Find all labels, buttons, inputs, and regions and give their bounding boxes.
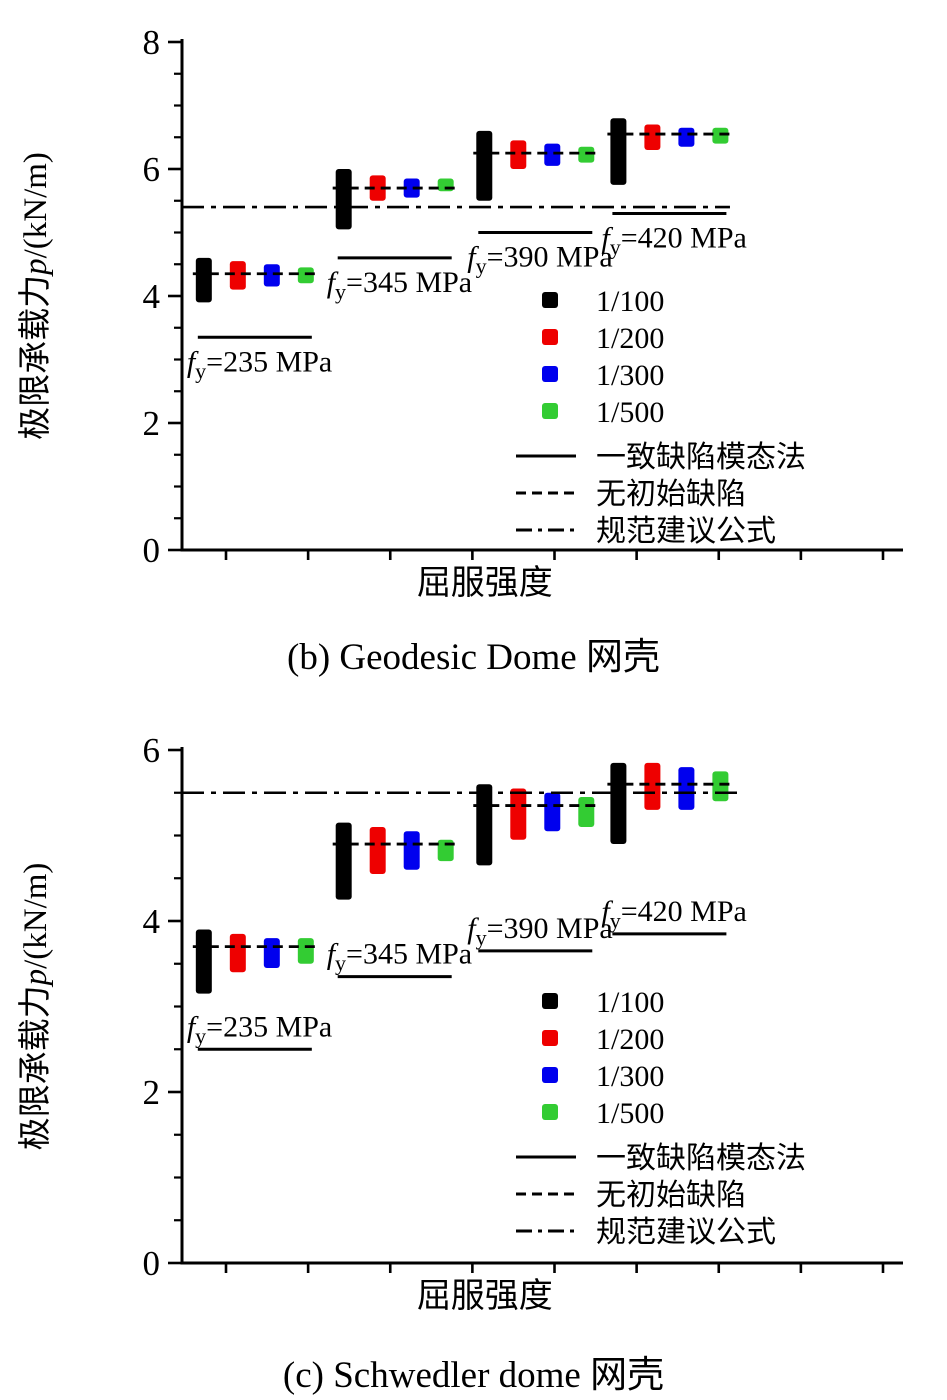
bar-1/300 <box>403 831 420 870</box>
bar-1/100 <box>476 784 493 866</box>
legend-swatch-1-100 <box>542 993 558 1009</box>
x-axis-label: 屈服强度 <box>417 564 553 600</box>
legend-label: 1/100 <box>596 986 664 1019</box>
bar-1/100 <box>476 130 493 201</box>
fy-label: fy=235 MPa <box>187 1010 332 1048</box>
legend-swatch-1-500 <box>542 403 558 419</box>
bar-1/200 <box>644 762 661 810</box>
bar-1/100 <box>335 822 352 900</box>
legend-swatch-1-100 <box>542 292 558 308</box>
y-tick-label: 6 <box>143 731 161 770</box>
bar-1/300 <box>678 767 695 810</box>
fy-label: fy=235 MPa <box>187 345 332 383</box>
y-tick-label: 2 <box>143 1073 161 1112</box>
y-tick-label: 6 <box>143 150 161 189</box>
bar-1/200 <box>644 124 661 150</box>
bar-1/100 <box>610 762 627 845</box>
bar-1/300 <box>263 264 280 287</box>
bar-1/500 <box>578 146 595 163</box>
fy-label: fy=345 MPa <box>327 266 472 304</box>
legend-swatch-1-200 <box>542 1030 558 1046</box>
bar-1/500 <box>297 267 314 284</box>
fy-label: fy=345 MPa <box>327 938 472 976</box>
chart-b-figure: 0 2 4 6 8 fy=235 MPa fy=345 MPa fy=390 MPa fy=42… <box>0 0 947 680</box>
bar-1/300 <box>544 792 561 832</box>
bar-1/200 <box>369 826 386 874</box>
y-tick-label: 0 <box>143 531 161 570</box>
legend-label: 一致缺陷模态法 <box>596 441 806 474</box>
bar-1/300 <box>544 143 561 166</box>
bar-1/100 <box>195 929 212 994</box>
legend-label: 无初始缺陷 <box>596 1179 746 1212</box>
bar-1/100 <box>335 169 352 230</box>
chart-c-caption: (c) Schwedler dome 网壳 <box>282 1355 665 1396</box>
legend-label: 1/300 <box>596 1060 664 1093</box>
bar-1/200 <box>510 140 527 169</box>
legend-label: 1/500 <box>596 396 664 429</box>
legend-label: 一致缺陷模态法 <box>596 1142 806 1175</box>
legend-label: 1/200 <box>596 1023 664 1056</box>
bar-1/500 <box>297 938 314 964</box>
legend-label: 1/200 <box>596 322 664 355</box>
fy-label: fy=420 MPa <box>601 221 746 259</box>
bar-1/300 <box>403 178 420 198</box>
legend-label: 1/100 <box>596 285 664 318</box>
bar-1/100 <box>195 257 212 303</box>
legend-swatch-1-300 <box>542 366 558 382</box>
legend-label: 1/300 <box>596 359 664 392</box>
legend-label: 1/500 <box>596 1097 664 1130</box>
fy-label: fy=390 MPa <box>467 241 612 279</box>
bar-1/200 <box>369 175 386 201</box>
y-tick-label: 4 <box>143 902 161 941</box>
y-tick-label: 8 <box>143 23 161 62</box>
bar-1/500 <box>578 797 595 827</box>
bar-1/200 <box>510 788 527 840</box>
bar-1/300 <box>678 127 695 147</box>
chart-b-caption: (b) Geodesic Dome 网壳 <box>287 637 660 678</box>
fy-label: fy=420 MPa <box>601 895 746 933</box>
bar-1/200 <box>229 261 246 290</box>
bar-1/300 <box>263 938 280 969</box>
y-tick-label: 0 <box>143 1244 161 1283</box>
legend-label: 无初始缺陷 <box>596 478 746 511</box>
legend-swatch-1-300 <box>542 1067 558 1083</box>
fy-label: fy=390 MPa <box>467 912 612 950</box>
y-axis-label: 极限承载力p/(kN/m) <box>17 863 54 1151</box>
legend-swatch-1-200 <box>542 329 558 345</box>
bar-1/200 <box>229 933 246 973</box>
y-axis-label: 极限承载力p/(kN/m) <box>17 152 54 440</box>
bar-1/500 <box>712 127 729 144</box>
x-axis-label: 屈服强度 <box>417 1277 553 1315</box>
bar-1/500 <box>712 771 729 802</box>
legend-swatch-1-500 <box>542 1104 558 1120</box>
y-tick-label: 4 <box>143 277 161 316</box>
chart-c-figure: 0 2 4 6 fy=235 MPa fy=345 MPa fy=390 MPa fy=420… <box>0 694 947 1398</box>
y-tick-label: 2 <box>143 404 161 443</box>
legend-label: 规范建议公式 <box>596 1216 776 1249</box>
bar-1/100 <box>610 118 627 185</box>
legend-label: 规范建议公式 <box>596 515 776 548</box>
